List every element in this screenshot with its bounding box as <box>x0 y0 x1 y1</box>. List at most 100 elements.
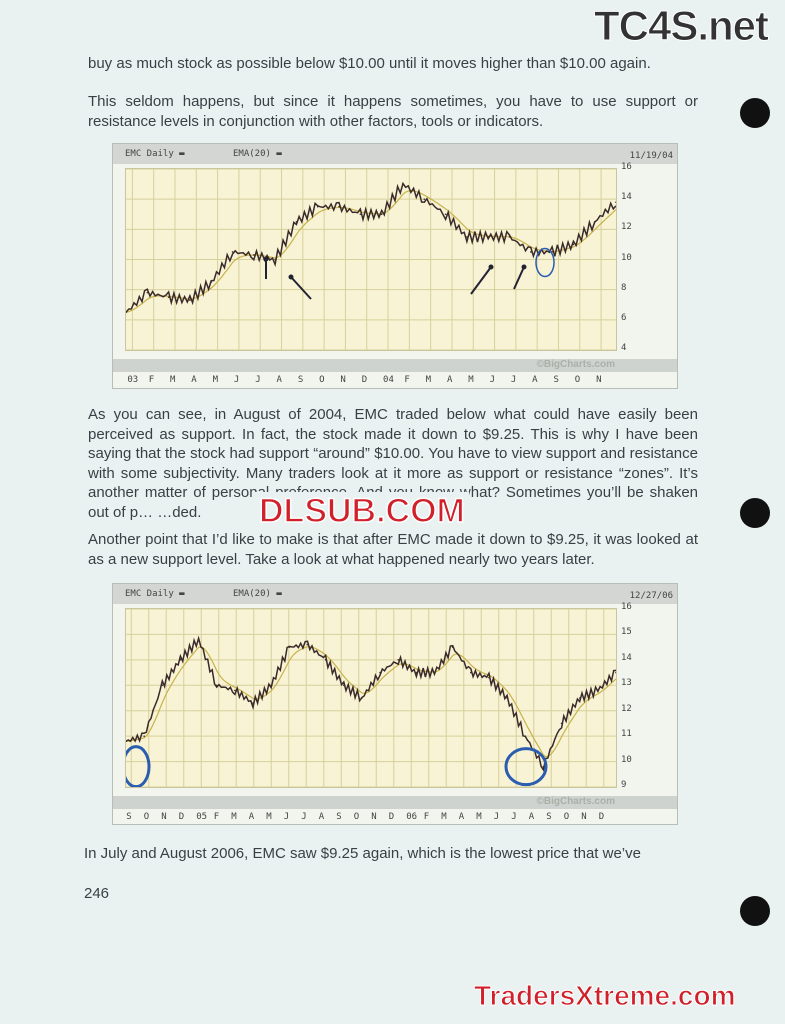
y-tick-label: 16 <box>621 602 632 612</box>
price-point <box>189 299 191 302</box>
x-tick-label: J <box>511 812 517 822</box>
x-tick-label: J <box>510 375 517 385</box>
price-point <box>597 689 599 692</box>
paragraph-4: Another point that I’d like to make is t… <box>88 531 698 568</box>
x-tick-label: J <box>283 812 290 822</box>
x-tick-label: D <box>361 375 368 385</box>
price-point <box>466 236 468 238</box>
x-tick-label: M <box>231 812 237 822</box>
x-tick-label: M <box>441 812 447 822</box>
x-tick-label: J <box>489 375 495 385</box>
price-point <box>161 684 164 687</box>
price-point <box>524 735 527 737</box>
price-point <box>402 183 404 185</box>
price-point <box>338 205 340 208</box>
x-tick-label: D <box>388 812 395 822</box>
price-point <box>324 659 327 661</box>
price-point <box>615 671 616 674</box>
price-point <box>288 646 291 648</box>
low-circle <box>535 247 555 278</box>
price-point <box>295 220 298 223</box>
x-tick-label: O <box>143 812 150 822</box>
price-point <box>578 697 581 699</box>
low-circle <box>126 745 151 787</box>
price-line <box>126 181 616 313</box>
price-point <box>487 236 489 238</box>
price-point <box>506 697 508 699</box>
x-tick-label: 03 <box>127 375 139 385</box>
page-number: 246 <box>84 885 110 902</box>
price-point <box>379 671 381 674</box>
x-tick-label: O <box>574 375 581 385</box>
price-point <box>451 646 454 648</box>
price-point <box>215 684 218 687</box>
credit-band <box>113 359 677 372</box>
emc-chart-2004: EMC Daily ▬ EMA(20) ▬ 11/19/04 4 6 8 10 12 14 16 0… <box>112 143 678 389</box>
price-point <box>342 684 345 687</box>
paragraph-2: This seldom happens, but since it happen… <box>88 93 698 130</box>
y-tick-label: 15 <box>621 627 632 638</box>
price-point <box>234 689 236 692</box>
price-point <box>231 251 234 253</box>
price-point <box>253 254 255 256</box>
price-point <box>270 684 272 687</box>
chart-header: EMC Daily ▬ EMA(20) ▬ 12/27/06 <box>113 584 677 604</box>
x-tick-label: M <box>212 375 219 385</box>
x-tick-label: N <box>371 812 377 822</box>
y-tick-label: 12 <box>621 703 632 714</box>
arrow-icon <box>513 266 525 290</box>
arrow-head <box>521 264 527 270</box>
price-point <box>274 258 276 261</box>
price-point <box>529 251 532 253</box>
x-tick-label: F <box>423 812 430 822</box>
legend-price: EMC Daily ▬ <box>125 149 185 159</box>
x-tick-label: A <box>191 375 197 385</box>
y-tick-label: 8 <box>621 282 627 293</box>
y-tick-label: 13 <box>621 678 632 689</box>
price-line <box>126 635 616 772</box>
arrow-icon <box>470 266 492 295</box>
x-tick-label: N <box>581 812 587 822</box>
price-point <box>197 638 200 641</box>
price-point <box>615 201 616 203</box>
x-tick-label: 04 <box>383 375 394 385</box>
x-tick-label: M <box>266 812 272 822</box>
price-point <box>306 643 309 646</box>
price-point <box>572 243 575 246</box>
x-tick-label: M <box>425 375 432 385</box>
price-point <box>380 213 383 216</box>
y-tick-label: 10 <box>621 754 632 765</box>
y-tick-label: 10 <box>621 252 632 263</box>
legend-ema: EMA(20) ▬ <box>233 589 282 599</box>
arrow-head <box>288 274 294 280</box>
x-tick-label: A <box>458 812 465 822</box>
emc-chart-2006: EMC Daily ▬ EMA(20) ▬ 12/27/06 9 10 11 12 13 14 1… <box>112 583 678 825</box>
chart-date: 12/27/06 <box>629 591 673 601</box>
plot-area <box>125 608 617 788</box>
chart-header: EMC Daily ▬ EMA(20) ▬ 11/19/04 <box>113 144 677 164</box>
price-point <box>593 220 596 223</box>
paragraph-1: buy as much stock as possible below $10.… <box>88 55 651 72</box>
price-point <box>397 659 400 661</box>
x-tick-label: F <box>148 375 155 385</box>
y-tick-label: 11 <box>621 729 632 740</box>
price-point <box>126 740 127 743</box>
x-tick-label: F <box>404 375 410 385</box>
x-tick-label: J <box>255 375 261 385</box>
price-point <box>444 213 447 216</box>
watermark-tradersxtreme: TradersXtreme.com <box>473 980 736 1012</box>
price-point <box>252 702 254 704</box>
plot-area <box>125 168 617 351</box>
x-tick-label: M <box>170 375 176 385</box>
y-tick-label: 4 <box>621 343 627 353</box>
ema-line <box>126 190 616 313</box>
y-tick-label: 6 <box>621 312 627 323</box>
x-tick-label: N <box>596 375 602 385</box>
price-point <box>542 765 545 768</box>
x-tick-label: M <box>476 812 482 822</box>
x-tick-label: 06 <box>406 812 418 822</box>
y-tick-label: 12 <box>621 222 632 233</box>
x-tick-label: F <box>213 812 220 822</box>
chart-date: 11/19/04 <box>629 151 673 161</box>
